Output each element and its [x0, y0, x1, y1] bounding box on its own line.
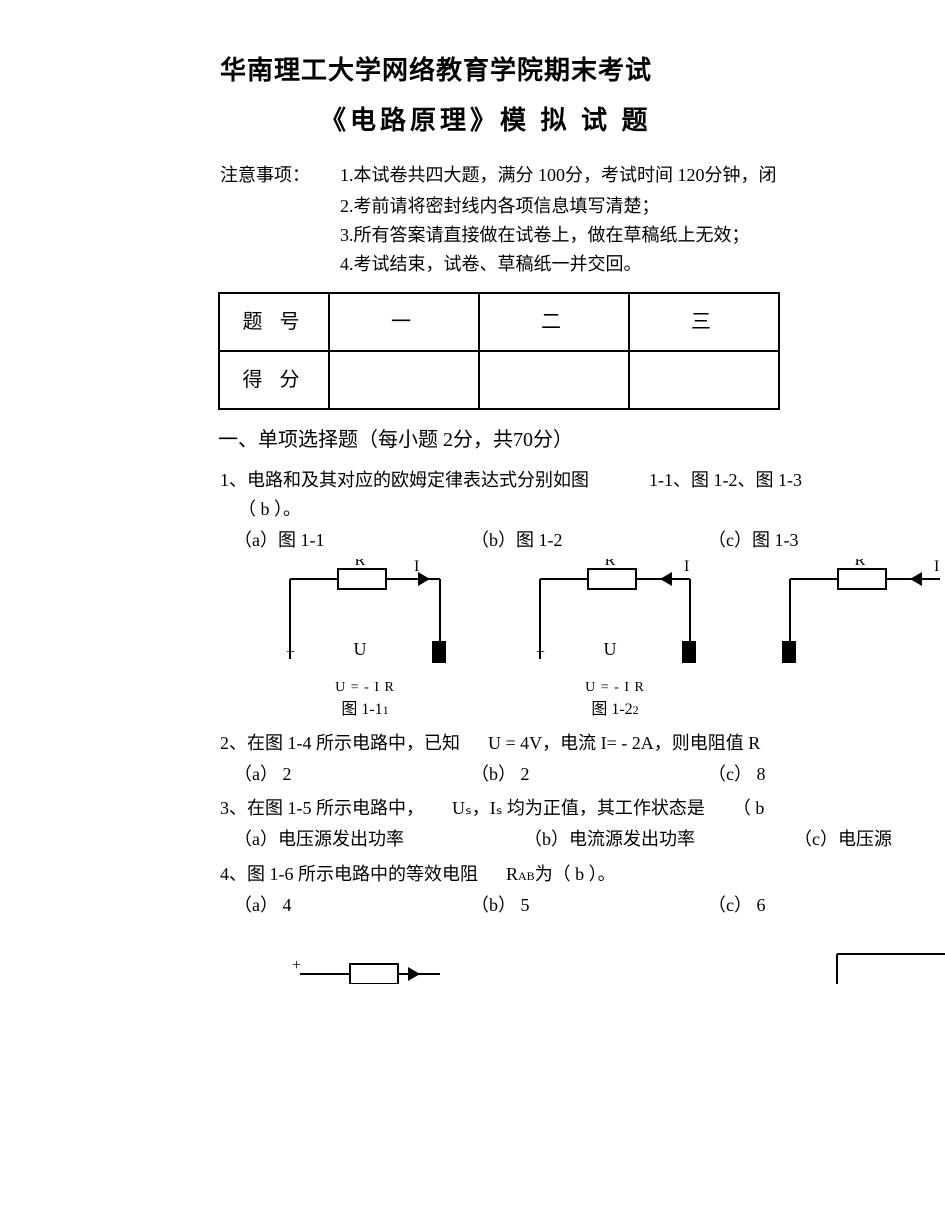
- q2-stem-1: 2、在图 1-4 所示电路中，已知: [220, 729, 460, 758]
- label-U: U: [354, 639, 367, 659]
- notice-item-1: 1.本试卷共四大题，满分 100分，考试时间 120分钟，闭: [340, 161, 777, 190]
- q2-opt-a: （a） 2: [234, 760, 471, 789]
- q1-opt-a: （a）图 1-1: [234, 526, 471, 555]
- circuit-1-1: R I + U U = - I R 图 1-11: [260, 559, 470, 723]
- notice-item-4: 4.考试结束，试卷、草稿纸一并交回。: [340, 250, 945, 279]
- partial-circuit-left: +: [290, 944, 447, 984]
- page-subtitle: 《电路原理》模 拟 试 题: [220, 100, 945, 142]
- label-I: I: [414, 559, 419, 575]
- q4-opt-b: （b） 5: [471, 891, 708, 920]
- fig2-sub: 2: [633, 703, 639, 717]
- question-3: 3、在图 1-5 所示电路中， Uₛ，Iₛ 均为正值，其工作状态是 （ b （a…: [220, 794, 945, 854]
- notice-item-3: 3.所有答案请直接做在试卷上，做在草稿纸上无效；: [340, 221, 945, 250]
- label-R: R: [605, 559, 616, 569]
- fig2-txt: 图 1-2: [591, 701, 632, 718]
- q3-opt-c: （c）电压源: [794, 825, 892, 854]
- label-R: R: [355, 559, 366, 569]
- section-1-heading: 一、单项选择题（每小题 2分，共70分）: [218, 424, 945, 456]
- fig1-sub: 1: [383, 703, 389, 717]
- q4-stem-2: R: [506, 860, 518, 889]
- notice-block: 注意事项： 1.本试卷共四大题，满分 100分，考试时间 120分钟，闭 2.考…: [220, 161, 945, 278]
- fig1-txt: 图 1-1: [341, 701, 382, 718]
- notice-item-2: 2.考前请将密封线内各项信息填写清楚；: [340, 192, 945, 221]
- eq-1-2: U = - I R: [585, 677, 645, 699]
- q1-stem-3: （ b ）。: [238, 495, 945, 524]
- score-table: 题 号 一 二 三 得 分: [218, 292, 780, 410]
- figlabel-1-1: 图 1-11: [341, 697, 388, 723]
- label-R: R: [855, 559, 866, 569]
- partial-circuit-right: [827, 944, 945, 984]
- q4-opt-c: （c） 6: [708, 891, 945, 920]
- label-U: U: [604, 639, 617, 659]
- eq-1-1: U = - I R: [335, 677, 395, 699]
- sc-1: [329, 351, 479, 409]
- table-row: 题 号 一 二 三: [219, 293, 779, 351]
- th-3: 三: [629, 293, 779, 351]
- q4-opt-a: （a） 4: [234, 891, 471, 920]
- q1-opt-b: （b）图 1-2: [471, 526, 708, 555]
- notice-label: 注意事项：: [220, 161, 340, 190]
- circuit-1-1-svg: R I + U: [260, 559, 470, 679]
- page-title: 华南理工大学网络教育学院期末考试: [220, 50, 945, 92]
- circuit-1-2: R I + U U = - I R 图 1-22: [510, 559, 720, 723]
- circuit-1-3-svg: R I: [760, 559, 940, 679]
- q3-stem-1: 3、在图 1-5 所示电路中，: [220, 794, 424, 823]
- q1-stem-1: 1、电路和及其对应的欧姆定律表达式分别如图: [220, 466, 589, 495]
- sc-2: [479, 351, 629, 409]
- q4-stem-2sub: AB: [518, 867, 535, 886]
- th-2: 二: [479, 293, 629, 351]
- q3-stem-2: Uₛ，Iₛ 均为正值，其工作状态是: [452, 794, 705, 823]
- q3-opt-a: （a）电压源发出功率: [234, 825, 524, 854]
- q1-opt-c: （c）图 1-3: [708, 526, 945, 555]
- circuit-row: R I + U U = - I R 图 1-11: [260, 559, 945, 723]
- q3-opt-b: （b）电流源发出功率: [524, 825, 794, 854]
- label-plus-bottom: +: [292, 957, 301, 974]
- label-I: I: [934, 559, 939, 575]
- label-plus: +: [536, 644, 545, 661]
- label-plus: +: [286, 644, 295, 661]
- q2-opt-b: （b） 2: [471, 760, 708, 789]
- label-I: I: [684, 559, 689, 575]
- q4-stem-1: 4、图 1-6 所示电路中的等效电阻: [220, 860, 478, 889]
- sc-3: [629, 351, 779, 409]
- circuit-1-3: R I: [760, 559, 940, 723]
- q1-stem-2: 1-1、图 1-2、图 1-3: [649, 466, 802, 495]
- th-num: 题 号: [219, 293, 329, 351]
- question-2: 2、在图 1-4 所示电路中，已知 U = 4V，电流 I= - 2A，则电阻值…: [220, 729, 945, 789]
- circuit-1-2-svg: R I + U: [510, 559, 720, 679]
- q2-opt-c: （c） 8: [708, 760, 945, 789]
- figlabel-1-2: 图 1-22: [591, 697, 638, 723]
- question-4: 4、图 1-6 所示电路中的等效电阻 RAB 为（ b ）。 （a） 4 （b）…: [220, 860, 945, 920]
- question-1: 1、电路和及其对应的欧姆定律表达式分别如图 1-1、图 1-2、图 1-3 （ …: [220, 466, 945, 554]
- bottom-diagram-row: +: [290, 944, 945, 984]
- q3-stem-3: （ b: [733, 794, 765, 823]
- exam-page: 华南理工大学网络教育学院期末考试 《电路原理》模 拟 试 题 注意事项： 1.本…: [0, 50, 945, 984]
- q2-stem-2: U = 4V，电流 I= - 2A，则电阻值 R: [488, 729, 760, 758]
- q4-stem-3: 为（ b ）。: [535, 860, 616, 889]
- th-score: 得 分: [219, 351, 329, 409]
- th-1: 一: [329, 293, 479, 351]
- table-row: 得 分: [219, 351, 779, 409]
